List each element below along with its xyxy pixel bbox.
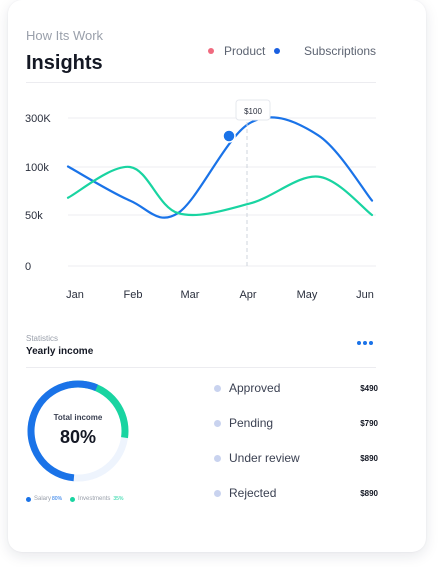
x-tick-label: Feb	[124, 289, 143, 301]
status-name: Pending	[229, 416, 274, 430]
salary-label: Salary	[34, 496, 52, 502]
investments-dot	[70, 496, 76, 502]
investments-label: Investments	[78, 496, 111, 502]
status-amount: $790	[360, 418, 378, 428]
legend-product: Product	[208, 44, 265, 58]
status-name: Under review	[229, 451, 300, 465]
total-income-value: 80%	[59, 427, 97, 447]
status-name: Approved	[229, 381, 281, 395]
status-row-pending: Pending $790	[214, 415, 378, 431]
status-name: Rejected	[229, 486, 277, 500]
status-dot	[214, 384, 221, 392]
legend-product-dot	[208, 48, 214, 54]
y-tick-label: 50k	[25, 210, 43, 222]
status-amount: $890	[360, 488, 378, 498]
legend-product-label: Product	[224, 44, 266, 58]
legend-subscriptions: Subscriptions	[274, 44, 376, 58]
statistics-label: Statistics	[26, 334, 59, 343]
status-amount: $490	[360, 383, 378, 393]
data-point-marker[interactable]	[222, 129, 236, 143]
salary-dot	[26, 496, 31, 502]
ring-segment-salary	[27, 380, 129, 482]
y-tick-label: 100k	[25, 162, 49, 174]
card-eyebrow: How Its Work	[26, 28, 104, 43]
salary-pct: 80%	[52, 496, 63, 502]
series-line-1	[66, 165, 374, 217]
status-row-under-review: Under review $890	[214, 450, 378, 466]
legend-subscriptions-dot	[274, 48, 280, 54]
y-tick-label: 0	[25, 261, 31, 273]
line-chart: 300K 100k 50k 0 Jan Feb Mar Apr May Jun $100	[25, 99, 376, 301]
status-dot	[214, 454, 221, 462]
statistics-title: Yearly income	[26, 346, 94, 357]
series-line-0	[66, 116, 374, 219]
y-tick-label: 300K	[25, 113, 51, 125]
income-ring	[27, 380, 129, 482]
x-tick-label: May	[297, 289, 318, 301]
x-tick-label: Jan	[66, 289, 84, 301]
x-tick-label: Jun	[356, 289, 374, 301]
ring-legend: Salary 80% Investments 35%	[26, 496, 123, 502]
x-tick-label: Mar	[181, 289, 200, 301]
status-row-approved: Approved $490	[214, 380, 378, 396]
header-divider	[26, 82, 376, 83]
legend-subscriptions-label: Subscriptions	[304, 44, 377, 58]
x-tick-label: Apr	[239, 289, 256, 301]
statistics-divider	[26, 367, 376, 368]
status-row-rejected: Rejected $890	[214, 485, 378, 501]
card-title: Insights	[26, 52, 103, 74]
investments-pct: 35%	[113, 496, 124, 502]
status-dot	[214, 419, 221, 427]
tooltip-text: $100	[244, 107, 262, 116]
tooltip-box	[235, 99, 271, 121]
more-dots-icon[interactable]	[357, 341, 373, 345]
status-dot	[214, 489, 221, 497]
total-income-label: Total income	[53, 413, 103, 422]
status-amount: $890	[360, 453, 378, 463]
